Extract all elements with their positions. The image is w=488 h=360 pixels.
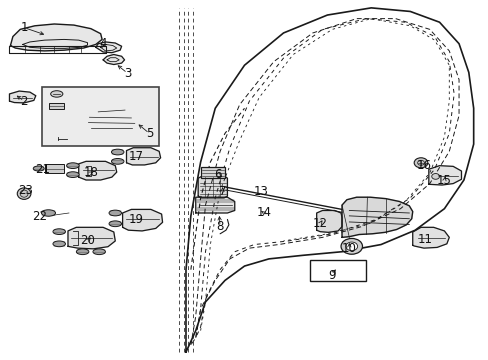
Polygon shape	[68, 227, 115, 249]
Ellipse shape	[76, 249, 89, 255]
Ellipse shape	[17, 188, 31, 199]
Polygon shape	[198, 176, 227, 198]
Ellipse shape	[66, 172, 79, 177]
Bar	[310, 260, 366, 281]
Ellipse shape	[111, 149, 124, 155]
Ellipse shape	[53, 229, 65, 234]
Text: 13: 13	[254, 185, 268, 198]
Polygon shape	[126, 148, 160, 165]
Text: 17: 17	[128, 150, 143, 163]
Text: 7: 7	[218, 185, 226, 198]
Ellipse shape	[41, 210, 56, 216]
Ellipse shape	[66, 163, 79, 168]
Text: 2: 2	[20, 95, 28, 108]
Text: 1: 1	[20, 21, 28, 34]
Text: 22: 22	[32, 210, 47, 223]
Circle shape	[431, 174, 439, 179]
Ellipse shape	[109, 210, 122, 216]
Circle shape	[340, 238, 362, 254]
Text: 23: 23	[18, 184, 32, 197]
Text: 9: 9	[328, 269, 335, 282]
Polygon shape	[122, 210, 162, 231]
Ellipse shape	[111, 158, 124, 164]
Text: 8: 8	[216, 220, 224, 233]
Text: 4: 4	[99, 37, 106, 50]
Text: 12: 12	[312, 217, 327, 230]
Bar	[44, 164, 64, 173]
Text: 14: 14	[256, 207, 271, 220]
Text: 20: 20	[80, 234, 95, 247]
Ellipse shape	[51, 91, 63, 97]
Bar	[42, 87, 159, 146]
Ellipse shape	[33, 166, 44, 171]
Polygon shape	[79, 161, 117, 180]
Polygon shape	[65, 136, 76, 141]
Polygon shape	[195, 197, 234, 213]
Polygon shape	[10, 24, 102, 51]
Polygon shape	[412, 227, 448, 248]
Text: 21: 21	[35, 163, 50, 176]
Polygon shape	[96, 42, 122, 53]
Text: 16: 16	[416, 159, 430, 172]
Text: 5: 5	[145, 127, 153, 140]
Polygon shape	[9, 91, 36, 103]
Text: 11: 11	[417, 233, 431, 246]
Text: 15: 15	[436, 174, 451, 187]
Circle shape	[345, 242, 357, 251]
Text: 19: 19	[128, 213, 143, 226]
Text: 6: 6	[213, 168, 221, 181]
Polygon shape	[316, 211, 341, 232]
Text: 3: 3	[123, 67, 131, 80]
Polygon shape	[428, 166, 461, 185]
Text: 10: 10	[341, 242, 356, 255]
Polygon shape	[103, 54, 124, 64]
Bar	[49, 103, 64, 109]
Circle shape	[413, 158, 427, 168]
Text: 18: 18	[83, 166, 98, 179]
Bar	[200, 167, 224, 178]
Ellipse shape	[93, 249, 105, 255]
Ellipse shape	[109, 221, 122, 226]
Polygon shape	[341, 197, 412, 237]
Polygon shape	[76, 102, 137, 139]
Ellipse shape	[53, 241, 65, 247]
